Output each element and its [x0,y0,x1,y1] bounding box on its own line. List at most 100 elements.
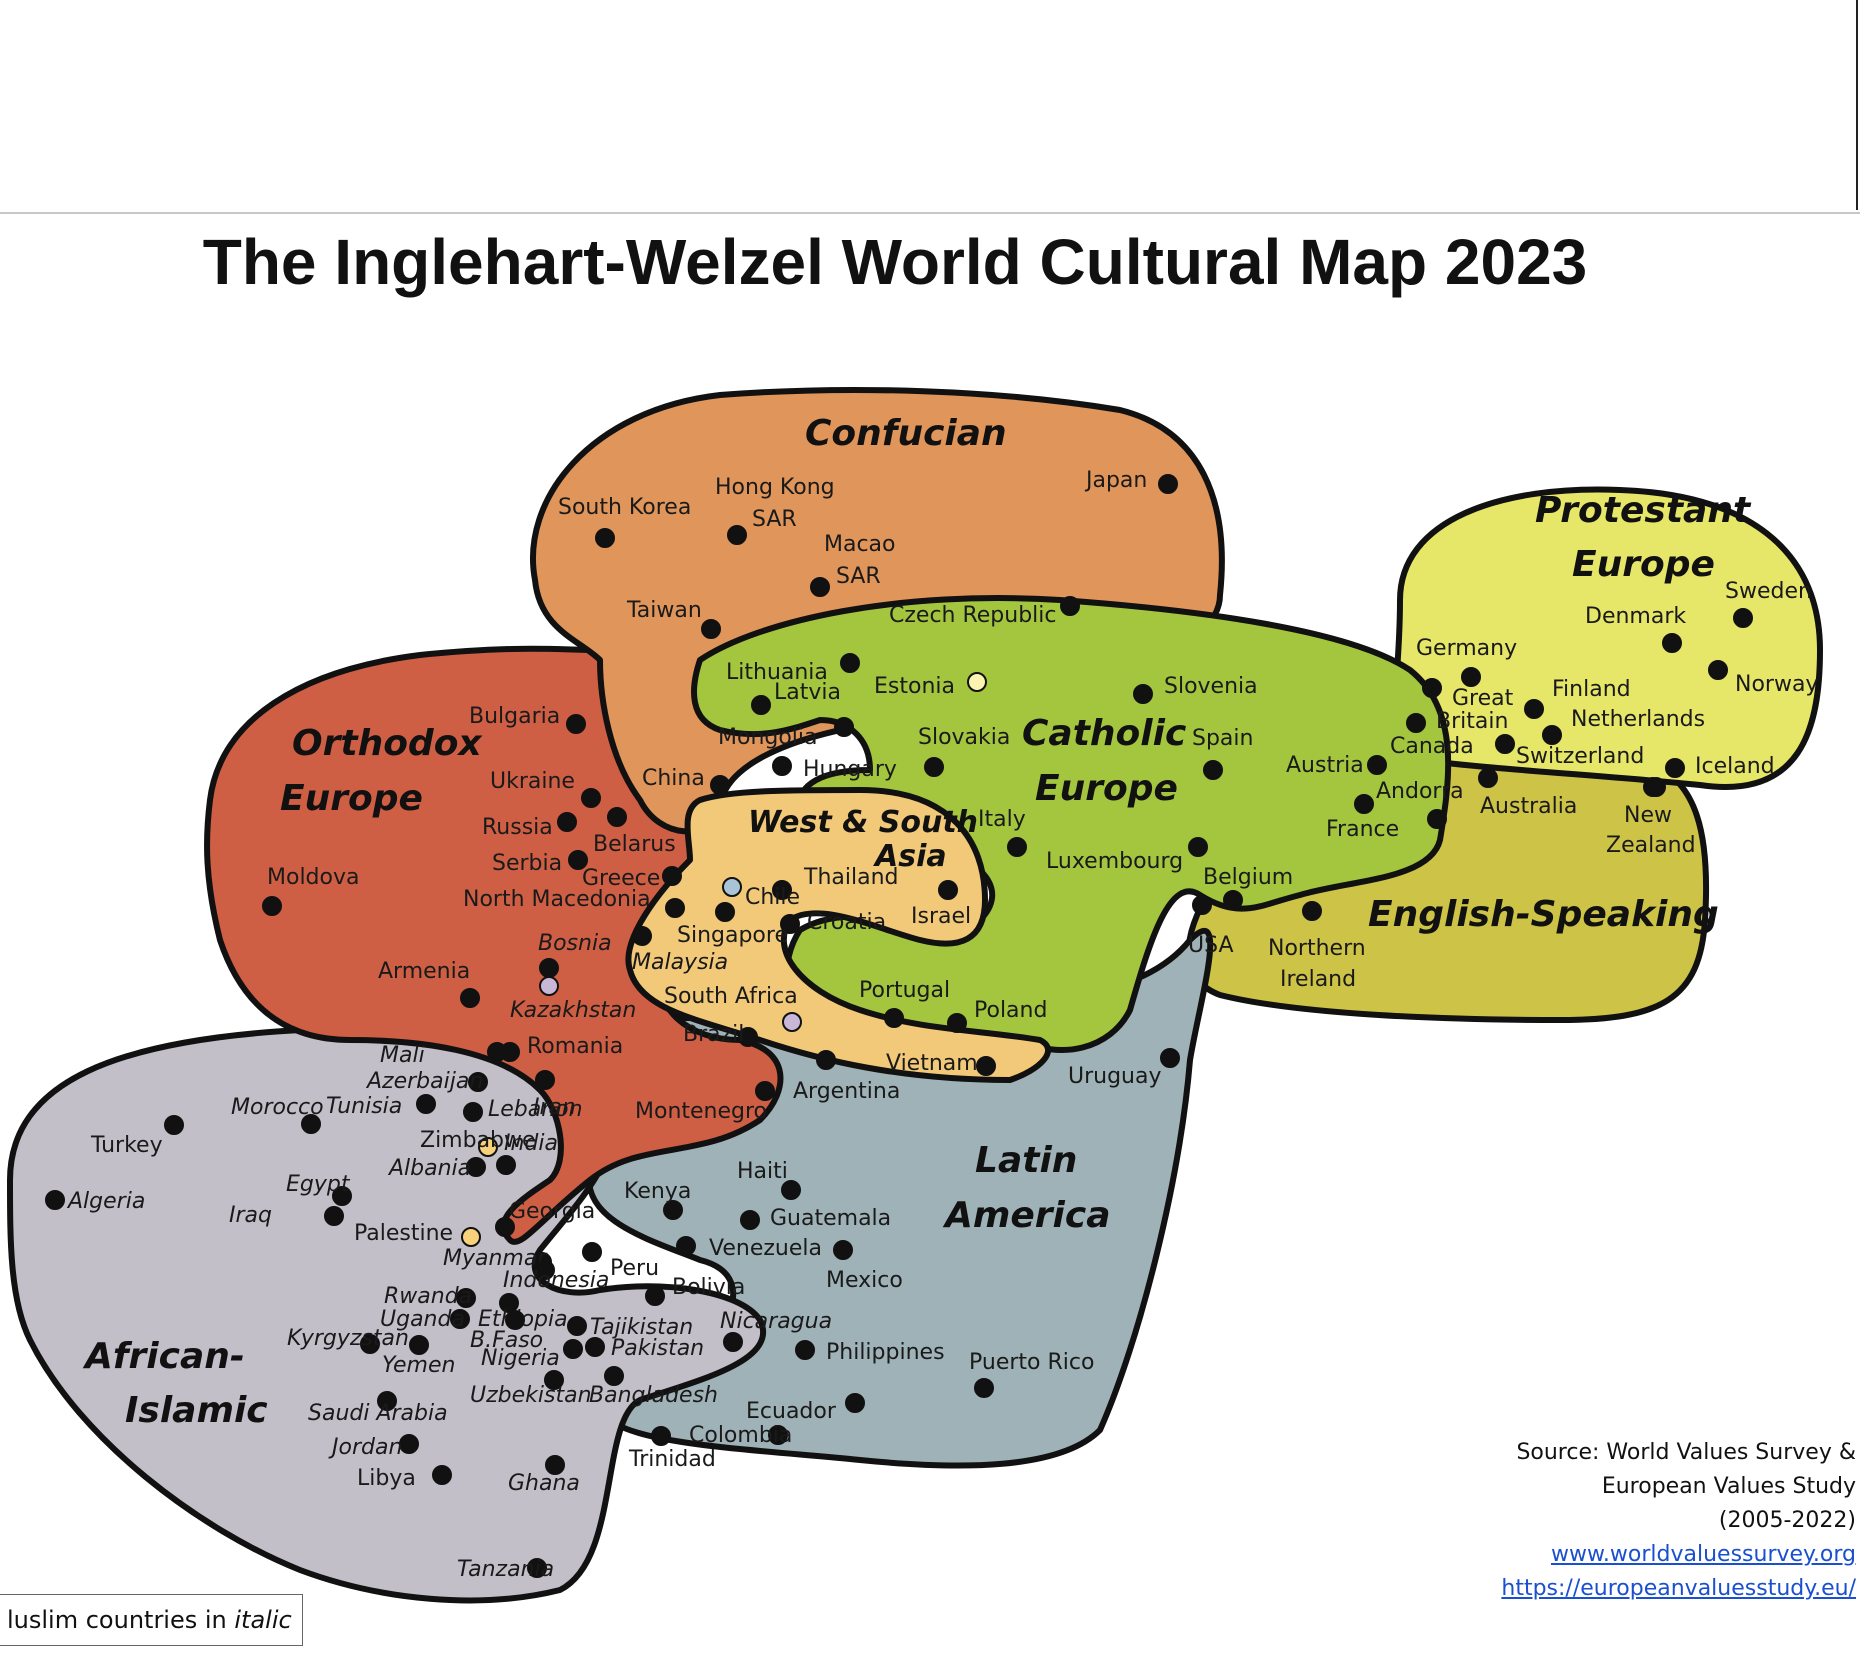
country-label-jordan: Jordan [328,1435,402,1460]
country-label-yemen: Yemen [382,1353,455,1378]
wvs-link[interactable]: www.worldvaluessurvey.org [1550,1542,1856,1567]
country-dot-egypt [332,1186,352,1206]
country-dot-hong-kong [727,525,747,545]
country-dot-iraq [324,1206,344,1226]
country-dot-usa [1192,895,1212,915]
country-label-mongolia: Mongolia [718,725,818,750]
country-label-belgium: Belgium [1203,865,1293,890]
country-dot-france [1427,809,1447,829]
country-label-poland: Poland [974,998,1047,1023]
country-dot-ukraine [581,788,601,808]
country-dot-zimbabwe [478,1137,498,1157]
country-label-moldova: Moldova [267,865,359,890]
country-label-vietnam: Vietnam [886,1051,978,1076]
country-label-uruguay: Uruguay [1068,1064,1162,1089]
country-label-ghana: Ghana [508,1471,580,1496]
country-dot-estonia [967,672,987,692]
country-label-serbia: Serbia [492,851,562,876]
country-dot-libya [432,1465,452,1485]
country-dot-armenia [460,988,480,1008]
country-label-germany: Germany [1416,636,1517,661]
map-title: The Inglehart-Welzel World Cultural Map … [202,226,1588,298]
country-dot-ghana [545,1455,565,1475]
country-label-great: Great [1452,686,1514,711]
country-label-venezuela: Venezuela [709,1236,822,1261]
country-dot-kenya [663,1200,683,1220]
country-label-romania: Romania [527,1034,623,1059]
country-dot-canada [1495,734,1515,754]
country-label-iran: Iran [533,1095,576,1120]
country-label-macao: Macao [824,532,896,557]
country-dot-northern [1302,901,1322,921]
country-dot-bangladesh [604,1366,624,1386]
country-label-georgia: Georgia [509,1199,595,1224]
region-label-latin-1: Latin [975,1140,1077,1181]
country-dot-denmark [1662,633,1682,653]
country-label-zimbabwe: Zimbabwe [420,1128,536,1153]
country-dot-ecuador [845,1393,865,1413]
country-label-armenia: Armenia [378,959,470,984]
country-dot-hungary [772,756,792,776]
country-label-indonesia: Indonesia [503,1268,609,1293]
country-dot-britain [1406,713,1426,733]
country-label-turkey: Turkey [90,1133,163,1158]
country-dot-bolivia [645,1286,665,1306]
country-dot-nigeria [563,1339,583,1359]
country-label-algeria: Algeria [66,1189,145,1214]
country-label-north-macedonia: North Macedonia [463,887,651,912]
country-label-kenya: Kenya [624,1179,691,1204]
country-label-sar: SAR [752,507,797,532]
country-dot-turkey [164,1115,184,1135]
country-label-lebanon: Lebanon [488,1097,583,1122]
country-label-japan: Japan [1084,468,1147,493]
country-label-nicaragua: Nicaragua [720,1309,832,1334]
country-dot-yemen [409,1335,429,1355]
region-label-orthodox-2: Europe [280,778,423,819]
country-dot-tajikistan [567,1316,587,1336]
country-dot-kyrgyzstan [360,1334,380,1354]
country-markers: Japan South Korea Hong Kong SAR Macao SAR Taiw… [45,468,1818,1582]
country-label-latvia: Latvia [774,680,841,705]
country-label-bolivia: Bolivia [672,1275,745,1300]
country-label-argentina: Argentina [793,1079,900,1104]
country-dot-belgium [1223,890,1243,910]
region-label-confucian: Confucian [805,413,1007,454]
country-label-slovakia: Slovakia [918,725,1010,750]
country-label-malaysia: Malaysia [632,950,728,975]
evs-link[interactable]: https://europeanvaluesstudy.eu/ [1501,1576,1856,1601]
country-dot-czech-republic [1060,596,1080,616]
country-label-peru: Peru [610,1256,659,1281]
country-label-australia: Australia [1480,794,1577,819]
country-label-italy: Italy [978,807,1026,832]
source-line-3: (2005-2022) [1718,1508,1856,1533]
country-dot-andorra [1354,794,1374,814]
country-label-tanzania: Tanzania [457,1557,554,1582]
country-label-portugal: Portugal [859,978,950,1003]
country-label-lithuania: Lithuania [726,660,828,685]
country-dot-moldova [262,896,282,916]
country-dot-b-faso [505,1310,525,1330]
country-dot-haiti [781,1180,801,1200]
country-label-haiti: Haiti [737,1159,788,1184]
country-dot-south-korea [595,528,615,548]
country-dot-algeria [45,1190,65,1210]
country-dot-vietnam [976,1056,996,1076]
country-dot-georgia [495,1217,515,1237]
region-label-protestant-2: Europe [1572,544,1715,585]
country-label-ukraine: Ukraine [490,769,575,794]
country-label-myanmar: Myanmar [443,1246,548,1271]
country-dot-mexico [833,1240,853,1260]
country-label-canada: Canada [1390,734,1474,759]
region-label-catholic-1: Catholic [1022,713,1186,754]
country-label-iraq: Iraq [229,1203,272,1228]
country-dot-australia [1478,768,1498,788]
country-label-norway: Norway [1735,672,1818,697]
region-label-orthodox-1: Orthodox [292,723,483,764]
country-dot-azerbaijan [468,1072,488,1092]
country-label-singapore: Singapore [677,923,788,948]
country-dot-austria [1367,755,1387,775]
country-label-philippines: Philippines [826,1340,945,1365]
country-dot-montenegro [755,1081,775,1101]
country-label-croatia: Croatia [807,910,886,935]
